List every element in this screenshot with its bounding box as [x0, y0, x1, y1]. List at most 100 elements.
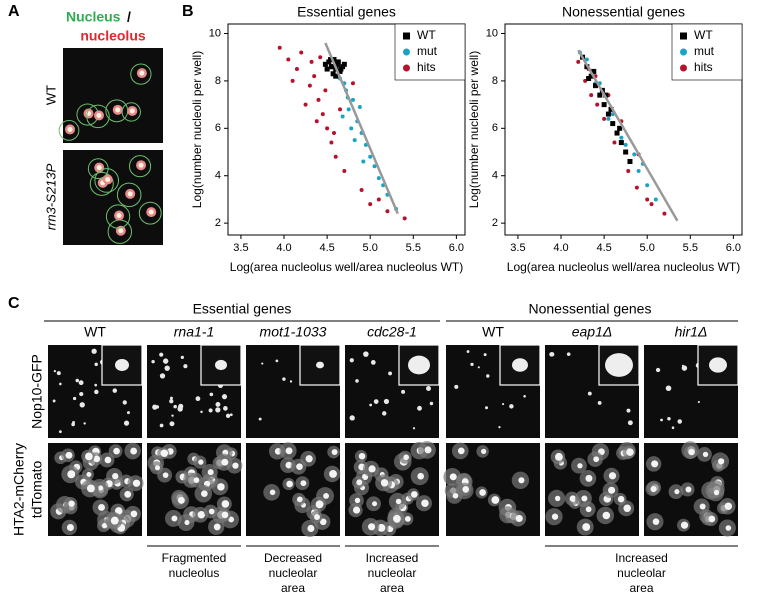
legend-marker	[680, 48, 687, 56]
point	[352, 138, 357, 143]
annotation: Increased	[366, 551, 419, 565]
point	[299, 50, 304, 55]
nucleus	[651, 460, 659, 468]
y-axis-label: Log(number nucleoli per well)	[467, 51, 481, 208]
spot	[426, 385, 432, 391]
spot	[177, 406, 183, 412]
spot	[169, 399, 174, 404]
point	[338, 107, 343, 112]
spot	[483, 353, 487, 357]
nucleus	[269, 489, 276, 496]
nucleus	[329, 470, 337, 478]
y-tick-label: 8	[492, 75, 498, 87]
spot	[655, 367, 661, 373]
nucleolus-core	[127, 191, 133, 197]
nucleus	[577, 463, 583, 469]
spot	[79, 402, 85, 408]
point	[619, 135, 624, 140]
spot	[56, 371, 61, 376]
nucleus	[626, 448, 634, 456]
legend-marker	[403, 64, 410, 72]
x-tick-label: 5.5	[683, 242, 698, 254]
spot	[159, 423, 164, 428]
nucleolus-core	[148, 209, 154, 215]
nucleus	[307, 524, 315, 532]
spot	[209, 392, 214, 397]
nucleus	[377, 523, 386, 532]
point	[361, 159, 366, 164]
spot	[587, 391, 592, 396]
point	[645, 197, 650, 202]
nucleus	[650, 485, 657, 493]
nucleus	[129, 155, 152, 178]
spot	[72, 396, 77, 401]
point	[645, 183, 650, 188]
point	[636, 168, 641, 173]
spot	[258, 417, 262, 421]
y-tick-label: 4	[492, 170, 498, 182]
point	[349, 126, 354, 131]
point	[332, 131, 337, 136]
point	[623, 142, 628, 147]
y-tick-label: 6	[215, 122, 221, 134]
point	[325, 126, 330, 131]
spot	[697, 400, 700, 404]
nucleus	[67, 470, 76, 479]
point	[323, 88, 328, 93]
x-tick-label: 3.5	[233, 242, 248, 254]
nucleus	[130, 63, 152, 85]
nucleus	[285, 447, 293, 455]
nucleus	[652, 518, 660, 526]
point	[402, 216, 407, 221]
nucleus	[315, 500, 324, 509]
group-title: Nonessential genes	[529, 301, 652, 317]
spot	[369, 403, 373, 407]
spot	[677, 419, 683, 424]
row-label: tdTomato	[29, 460, 45, 518]
point	[610, 121, 616, 127]
nucleus	[213, 523, 221, 531]
point	[597, 92, 603, 98]
spot	[53, 369, 56, 373]
spot	[282, 377, 286, 381]
nucleus	[352, 506, 361, 514]
point	[322, 61, 328, 67]
point	[623, 149, 629, 155]
column-label: cdc28-1	[367, 324, 417, 340]
point	[342, 168, 347, 173]
nucleus	[58, 120, 80, 141]
point	[333, 154, 338, 159]
annotation: Decreased	[264, 551, 322, 565]
point	[277, 45, 282, 50]
point	[331, 57, 337, 63]
spot	[83, 422, 86, 425]
nucleus	[113, 447, 120, 455]
row-label: WT	[43, 85, 58, 105]
spot	[549, 352, 555, 357]
inset-nucleolus	[709, 357, 727, 373]
spot	[626, 408, 631, 413]
x-tick-label: 5.0	[363, 242, 378, 254]
spot	[58, 430, 62, 434]
nucleus	[585, 506, 592, 513]
spot	[485, 406, 489, 410]
spot	[627, 420, 633, 426]
inset-nucleolus	[408, 355, 430, 375]
spot	[681, 365, 688, 371]
spot	[412, 427, 416, 430]
nucleus	[608, 472, 617, 480]
spot	[370, 360, 376, 365]
spot	[200, 410, 203, 414]
point	[612, 140, 617, 145]
legend-label: mut	[417, 44, 438, 58]
nucleus	[424, 446, 432, 454]
point	[335, 59, 341, 65]
nucleus	[674, 489, 680, 495]
spot	[122, 400, 127, 405]
column-label: rna1-1	[174, 324, 214, 340]
spot	[665, 385, 672, 392]
point	[627, 159, 633, 165]
panel-label: C	[8, 295, 20, 312]
spot	[671, 426, 675, 429]
nucleus	[132, 479, 141, 487]
